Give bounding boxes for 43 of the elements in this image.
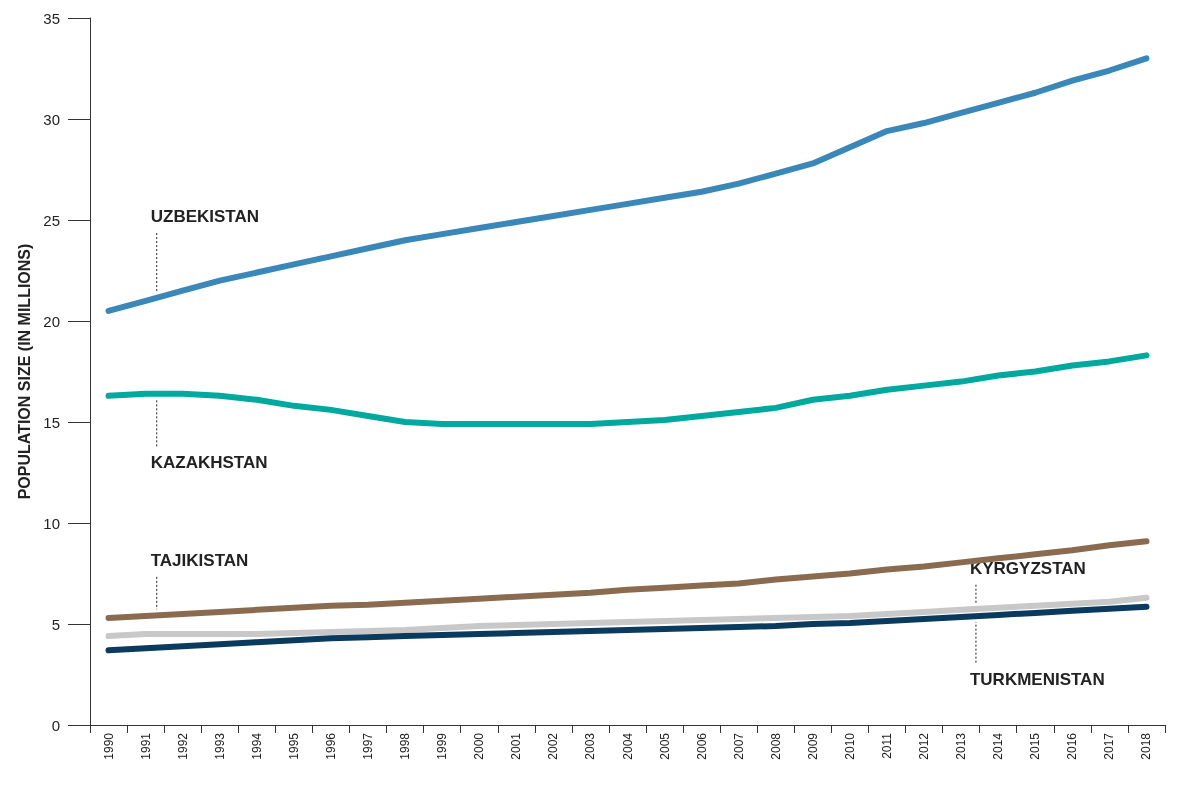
y-tick-label: 10 bbox=[43, 514, 60, 532]
y-tick-label: 20 bbox=[43, 312, 60, 330]
x-tick-label: 2001 bbox=[509, 732, 524, 760]
x-tick-label: 1995 bbox=[286, 732, 301, 760]
x-tick-label: 2002 bbox=[546, 732, 561, 760]
x-tick-label: 2018 bbox=[1139, 732, 1154, 760]
x-tick-label: 1993 bbox=[212, 732, 227, 760]
x-tick-label: 2013 bbox=[954, 732, 969, 760]
x-tick-label: 1997 bbox=[361, 732, 376, 760]
x-tick-label: 2004 bbox=[620, 732, 635, 760]
text: UZBEKISTAN bbox=[150, 207, 260, 227]
x-tick-label: 2007 bbox=[731, 732, 746, 760]
x-tick-label: 2016 bbox=[1065, 732, 1080, 760]
x-tick-label: 2005 bbox=[657, 732, 672, 760]
text: TURKMENISTAN bbox=[969, 669, 1105, 689]
x-tick-label: 2012 bbox=[917, 732, 932, 760]
y-tick-label: 35 bbox=[43, 9, 60, 27]
y-tick-label: 5 bbox=[51, 615, 60, 633]
x-tick-label: 2015 bbox=[1028, 732, 1043, 760]
y-tick-label: 30 bbox=[43, 110, 60, 128]
y-tick-label: 15 bbox=[43, 413, 60, 431]
series-label: KYRGYZSTAN bbox=[969, 558, 1086, 578]
x-tick-label: 1998 bbox=[398, 732, 413, 760]
text: KAZAKHSTAN bbox=[150, 453, 268, 473]
x-tick-label: 1999 bbox=[435, 732, 450, 760]
x-tick-label: 2003 bbox=[583, 732, 598, 760]
x-tick-label: 2010 bbox=[842, 732, 857, 760]
x-tick-label: 1994 bbox=[249, 732, 264, 760]
x-tick-label: 1992 bbox=[175, 732, 190, 760]
x-tick-label: 1990 bbox=[101, 732, 116, 760]
x-tick-label: 2009 bbox=[805, 732, 820, 760]
x-tick-label: 2017 bbox=[1102, 732, 1117, 760]
x-tick-label: 2000 bbox=[472, 732, 487, 760]
text: TAJIKISTAN bbox=[150, 550, 249, 570]
y-axis-title: POPULATION SIZE (IN MILLIONS) bbox=[15, 243, 33, 500]
x-tick-label: 2014 bbox=[991, 732, 1006, 760]
y-tick-label: 25 bbox=[43, 211, 60, 229]
x-tick-label: 1996 bbox=[323, 732, 338, 760]
y-tick-label: 0 bbox=[51, 716, 60, 734]
x-tick-label: 2008 bbox=[768, 732, 783, 760]
x-tick-label: 2011 bbox=[879, 732, 894, 759]
x-tick-label: 2006 bbox=[694, 732, 709, 760]
x-tick-label: 1991 bbox=[138, 732, 153, 760]
